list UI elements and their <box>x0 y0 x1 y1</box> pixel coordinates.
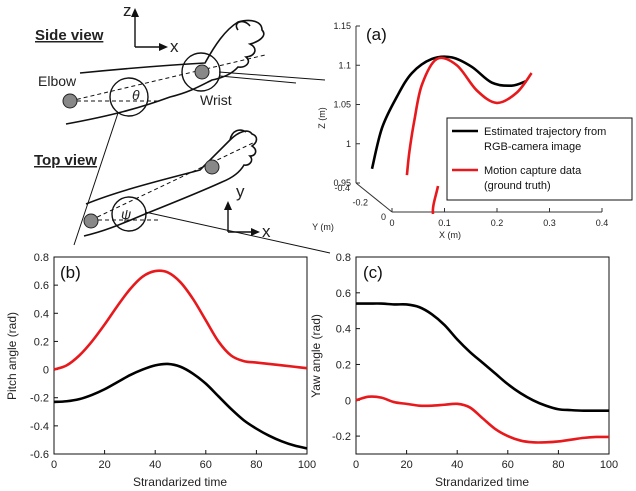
x-tick-label: 0 <box>389 218 394 228</box>
yaw-xtick-label: 80 <box>552 459 564 471</box>
pitch-ytick-label: -0.2 <box>30 393 49 405</box>
pitch-xtick-label: 80 <box>250 459 262 471</box>
trajectory-mocap-tail <box>431 185 440 215</box>
x-tick-label: 0.4 <box>596 218 609 228</box>
pitch-ytick-label: 0.4 <box>34 308 49 320</box>
x-tick-label: 0.3 <box>543 218 556 228</box>
pitch-xtick-label: 100 <box>298 459 316 471</box>
y-axis-title: Y (m) <box>312 222 334 232</box>
pitch-ytick-label: 0.8 <box>34 252 49 264</box>
legend: Estimated trajectory from RGB-camera ima… <box>446 117 633 201</box>
panel-b-ylabel: Pitch angle (rad) <box>5 312 19 400</box>
chart-yaw-angle: 0 20 40 60 80 100 -0.2 0 0.2 0.4 0.6 0.8 (c) Yaw an… <box>309 252 618 489</box>
yaw-ytick-label: 0.6 <box>336 288 351 300</box>
yaw-ytick-label: -0.2 <box>332 431 351 443</box>
y-tick-label: -0.2 <box>352 198 368 208</box>
yaw-ytick-label: 0.4 <box>336 324 351 336</box>
z-axis-label: z <box>123 1 132 20</box>
chart-3d-trajectory: 0.95 1 1.05 1.1 1.15 0 0.1 0.2 0.3 0.4 0 -0.2-0.4… <box>312 21 633 240</box>
pitch-xtick-label: 0 <box>51 459 57 471</box>
yaw-xtick-label: 60 <box>502 459 514 471</box>
yaw-xtick-label: 20 <box>400 459 412 471</box>
z-tick-label: 1.05 <box>333 100 351 110</box>
pitch-ytick-label: 0 <box>43 365 49 377</box>
y-axis-label-top: y <box>236 182 245 201</box>
pitch-mocap-line <box>53 269 308 371</box>
psi-label: ψ <box>121 206 131 222</box>
pitch-ytick-label: 0.6 <box>34 280 49 292</box>
theta-label: θ <box>132 87 140 103</box>
elbow-joint-top <box>83 213 99 229</box>
pitch-ytick-label: 0.2 <box>34 336 49 348</box>
z-tick-label: 0.95 <box>333 178 351 188</box>
elbow-joint-side <box>62 93 78 109</box>
wrist-label: Wrist <box>200 92 232 108</box>
pitch-xtick-label: 20 <box>98 459 110 471</box>
z-tick-label: 1.1 <box>338 60 351 70</box>
arm-illustration: z x Side view θ Elbow Wrist Top view ψ <box>34 1 331 254</box>
yaw-xtick-label: 100 <box>600 459 618 471</box>
x-tick-label: 0.1 <box>438 218 451 228</box>
yaw-mocap-line <box>355 395 610 444</box>
legend-mocap-line1: Motion capture data <box>484 165 582 177</box>
panel-c-xlabel: Strandarized time <box>435 475 529 489</box>
top-view-label: Top view <box>34 152 97 169</box>
x-axis-label-side: x <box>170 37 179 56</box>
panel-b-xlabel: Strandarized time <box>133 475 227 489</box>
trajectory-mocap-line <box>405 56 533 176</box>
panel-c-ylabel: Yaw angle (rad) <box>309 314 323 398</box>
pitch-xtick-label: 40 <box>149 459 161 471</box>
y-tick-label: 0 <box>381 212 386 222</box>
panel-b-label: (b) <box>60 263 81 282</box>
panel-c-label: (c) <box>363 263 383 282</box>
wrist-joint-side <box>194 64 210 80</box>
yaw-ytick-label: 0 <box>345 395 351 407</box>
x-tick-label: 0.2 <box>491 218 504 228</box>
yaw-ytick-label: 0.8 <box>336 252 351 264</box>
yaw-xtick-label: 0 <box>353 459 359 471</box>
z-tick-label: 1 <box>346 139 351 149</box>
yaw-xtick-label: 40 <box>451 459 463 471</box>
legend-estimated-line1: Estimated trajectory from <box>484 126 606 138</box>
yaw-ytick-label: 0.2 <box>336 359 351 371</box>
pitch-ytick-label: -0.6 <box>30 449 49 461</box>
z-tick-label: 1.15 <box>333 21 351 31</box>
y-tick-label: -0.4 <box>334 183 350 193</box>
legend-mocap-line2: (ground truth) <box>484 180 551 192</box>
pitch-estimated-line <box>53 362 308 450</box>
chart-pitch-angle: 0 20 40 60 80 100 -0.6 -0.4 -0.2 0 0.2 0.4 0.6 0.8 (b… <box>5 252 316 489</box>
x-axis-title: X (m) <box>439 230 461 240</box>
z-axis-title: Z (m) <box>317 107 327 129</box>
wrist-joint-top <box>204 159 220 175</box>
side-view-label: Side view <box>35 27 104 44</box>
yaw-estimated-line <box>356 302 609 412</box>
pitch-xtick-label: 60 <box>200 459 212 471</box>
legend-estimated-line2: RGB-camera image <box>484 141 581 153</box>
pitch-ytick-label: -0.4 <box>30 421 49 433</box>
x-axis-label-top: x <box>262 222 271 241</box>
elbow-label: Elbow <box>38 73 77 89</box>
panel-a-label: (a) <box>366 25 387 44</box>
